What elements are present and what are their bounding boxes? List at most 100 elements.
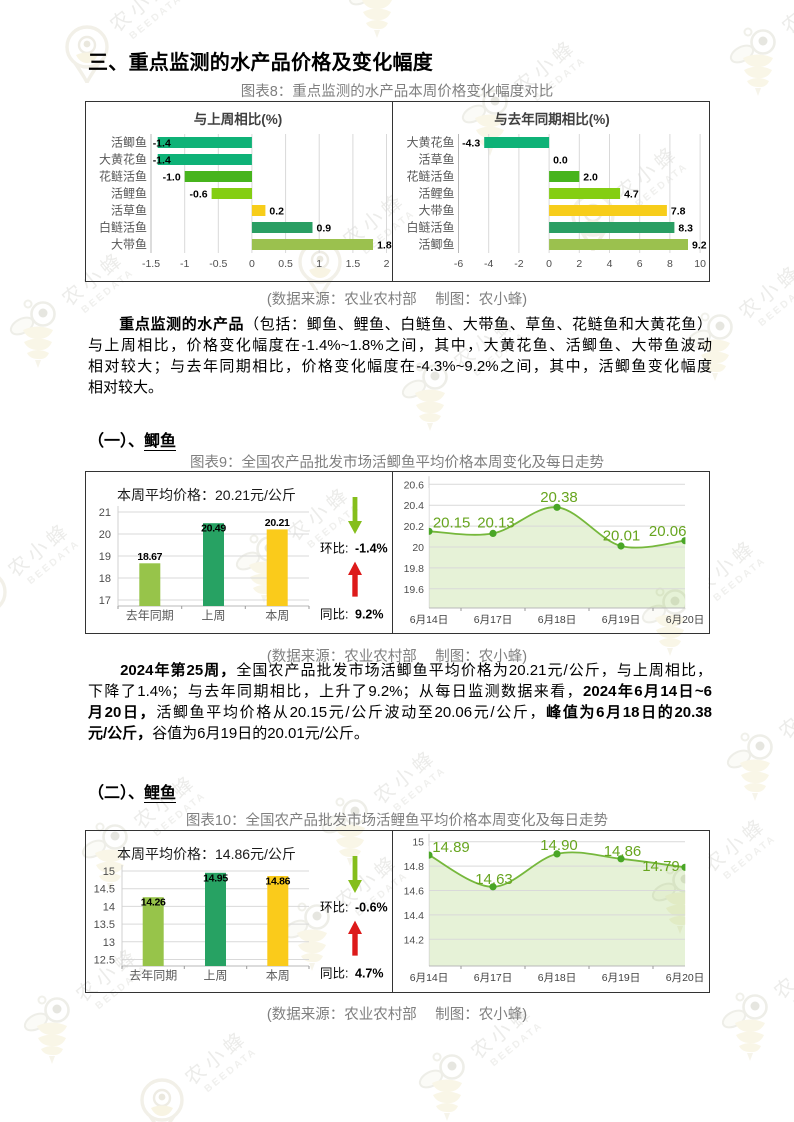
svg-text:20.13: 20.13 [477,515,515,532]
svg-text:14.86: 14.86 [604,843,642,860]
svg-text:20.38: 20.38 [540,489,578,506]
svg-text:6月18日: 6月18日 [538,972,577,984]
svg-text:-1.4: -1.4 [153,137,171,149]
svg-text:6月18日: 6月18日 [538,614,577,626]
svg-text:20.01: 20.01 [603,528,641,545]
svg-text:14.63: 14.63 [475,871,513,888]
svg-text:0.0: 0.0 [553,154,568,166]
svg-text:白鲢活鱼: 白鲢活鱼 [406,220,454,235]
svg-text:6月19日: 6月19日 [602,972,641,984]
svg-text:-1.5: -1.5 [142,258,160,270]
svg-text:14.5: 14.5 [94,884,115,896]
svg-text:9.2: 9.2 [692,239,707,251]
svg-text:14.26: 14.26 [141,897,166,909]
svg-text:18: 18 [99,573,111,585]
svg-text:本周平均价格：20.21元/公斤: 本周平均价格：20.21元/公斤 [117,487,296,503]
svg-text:20.21: 20.21 [265,517,290,529]
svg-text:与去年同期相比(%): 与去年同期相比(%) [494,111,610,127]
svg-text:-2: -2 [514,258,523,270]
svg-text:0.5: 0.5 [278,258,293,270]
svg-text:活鲫鱼: 活鲫鱼 [418,238,454,252]
svg-text:大黄花鱼: 大黄花鱼 [406,135,454,150]
svg-text:14.86: 14.86 [265,876,290,888]
svg-text:活草鱼: 活草鱼 [111,204,147,218]
svg-text:14.4: 14.4 [404,910,425,922]
svg-text:-4.3: -4.3 [462,137,480,149]
svg-text:上周: 上周 [203,969,227,983]
svg-text:-0.6: -0.6 [190,188,208,200]
svg-text:4: 4 [607,258,613,270]
svg-text:-1: -1 [180,258,189,270]
svg-text:20: 20 [412,542,424,554]
svg-text:花鲢活鱼: 花鲢活鱼 [406,169,454,184]
svg-text:与上周相比(%): 与上周相比(%) [194,111,283,127]
svg-text:14.90: 14.90 [540,837,578,854]
svg-text:本周: 本周 [265,609,289,623]
svg-text:-0.6%: -0.6% [355,901,388,915]
svg-text:20.49: 20.49 [201,523,226,535]
svg-text:-1.4%: -1.4% [355,542,388,556]
svg-text:0: 0 [249,258,255,270]
svg-text:14: 14 [103,901,115,913]
svg-text:7.8: 7.8 [671,205,686,217]
svg-text:6月17日: 6月17日 [474,972,513,984]
svg-text:21: 21 [99,507,111,519]
svg-text:14.6: 14.6 [404,886,425,898]
svg-text:18.67: 18.67 [137,551,162,563]
svg-text:-1.0: -1.0 [163,171,181,183]
svg-text:2.0: 2.0 [583,171,598,183]
svg-text:1.5: 1.5 [346,258,361,270]
svg-text:8: 8 [667,258,673,270]
svg-text:20.6: 20.6 [404,479,425,491]
svg-text:15: 15 [412,837,424,849]
svg-text:6: 6 [637,258,643,270]
svg-text:14.95: 14.95 [203,872,228,884]
svg-text:14.79: 14.79 [642,858,680,875]
svg-text:0.9: 0.9 [317,222,332,234]
svg-text:9.2%: 9.2% [355,608,384,622]
svg-text:活草鱼: 活草鱼 [418,153,454,167]
svg-text:6月20日: 6月20日 [666,972,705,984]
svg-text:去年同期: 去年同期 [126,609,174,623]
svg-text:1.8: 1.8 [377,239,392,251]
svg-text:14.2: 14.2 [404,934,425,946]
svg-text:1: 1 [316,258,322,270]
svg-text:大黄花鱼: 大黄花鱼 [99,152,147,167]
svg-text:-4: -4 [484,258,493,270]
svg-text:8.3: 8.3 [678,222,693,234]
svg-text:2: 2 [576,258,582,270]
svg-text:大带鱼: 大带鱼 [418,204,454,218]
svg-text:同比:: 同比: [320,608,348,622]
svg-text:-1.4: -1.4 [153,154,171,166]
svg-text:-0.5: -0.5 [209,258,227,270]
svg-text:活鲤鱼: 活鲤鱼 [111,187,147,201]
svg-text:本周平均价格：14.86元/公斤: 本周平均价格：14.86元/公斤 [117,846,296,862]
svg-text:15: 15 [103,866,115,878]
svg-text:同比:: 同比: [320,967,348,981]
svg-text:4.7%: 4.7% [355,967,384,981]
svg-text:环比:: 环比: [320,542,348,556]
svg-text:本周: 本周 [266,969,290,983]
svg-text:4.7: 4.7 [624,188,639,200]
svg-text:14.89: 14.89 [432,839,470,856]
svg-text:10: 10 [694,258,706,270]
svg-text:13.5: 13.5 [94,919,115,931]
svg-text:花鲢活鱼: 花鲢活鱼 [99,169,147,184]
svg-text:6月19日: 6月19日 [602,614,641,626]
svg-text:19.8: 19.8 [404,563,425,575]
svg-text:去年同期: 去年同期 [129,969,177,983]
svg-text:活鲤鱼: 活鲤鱼 [418,187,454,201]
svg-text:6月14日: 6月14日 [410,614,449,626]
svg-text:6月14日: 6月14日 [410,972,449,984]
svg-text:14.8: 14.8 [404,861,425,873]
svg-text:-6: -6 [454,258,463,270]
svg-text:20.06: 20.06 [649,523,687,540]
svg-text:6月20日: 6月20日 [666,614,705,626]
svg-text:17: 17 [99,595,111,607]
svg-text:12.5: 12.5 [94,955,115,967]
svg-text:活鲫鱼: 活鲫鱼 [111,136,147,150]
svg-text:2: 2 [384,258,390,270]
svg-text:0: 0 [546,258,552,270]
svg-text:20.15: 20.15 [433,515,471,532]
svg-text:上周: 上周 [201,609,225,623]
